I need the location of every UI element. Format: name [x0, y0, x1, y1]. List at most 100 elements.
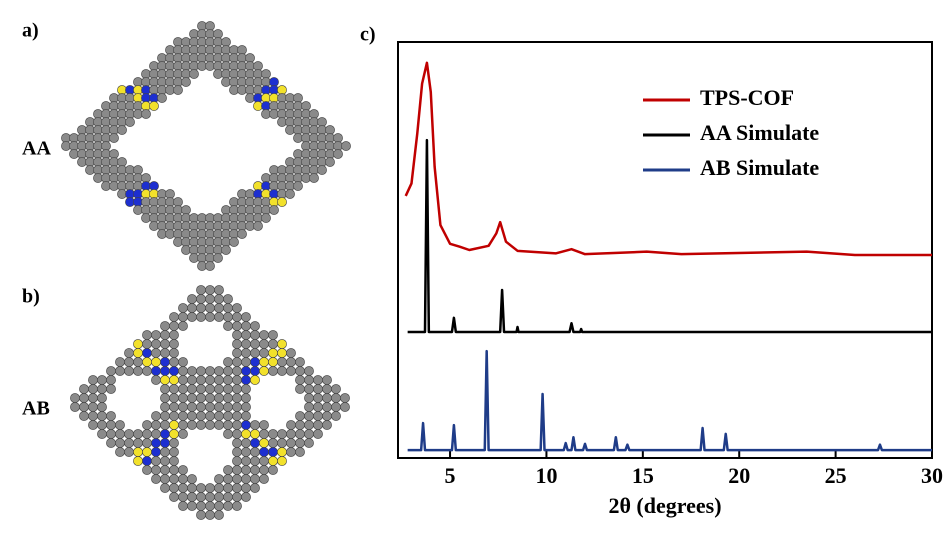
atom	[88, 402, 98, 412]
atom	[178, 429, 188, 439]
atom	[295, 438, 305, 448]
atom	[214, 474, 224, 484]
atom	[151, 438, 161, 448]
atom	[178, 384, 188, 394]
atom	[196, 294, 206, 304]
atom	[149, 101, 159, 111]
atom	[253, 221, 263, 231]
atom	[259, 447, 269, 457]
atom	[232, 402, 242, 412]
atom	[187, 474, 197, 484]
atom	[169, 420, 179, 430]
atom	[295, 384, 305, 394]
atom	[160, 456, 170, 466]
atom	[205, 483, 215, 493]
atom	[97, 420, 107, 430]
atom	[277, 456, 287, 466]
atom	[124, 357, 134, 367]
atom	[187, 501, 197, 511]
atom	[196, 312, 206, 322]
atom	[241, 465, 251, 475]
atom	[169, 456, 179, 466]
atom	[232, 420, 242, 430]
atom	[241, 402, 251, 412]
atom	[241, 420, 251, 430]
atom	[79, 384, 89, 394]
atom	[187, 294, 197, 304]
atom	[268, 348, 278, 358]
atom	[160, 357, 170, 367]
atom	[223, 465, 233, 475]
atom	[223, 321, 233, 331]
atom	[117, 125, 127, 135]
atom	[133, 429, 143, 439]
atom	[160, 321, 170, 331]
atom	[286, 438, 296, 448]
atom	[178, 303, 188, 313]
atom	[241, 348, 251, 358]
atom	[169, 321, 179, 331]
x-tick-label: 5	[445, 463, 456, 488]
atom	[341, 141, 351, 151]
atom	[142, 330, 152, 340]
atom	[189, 69, 199, 79]
atom	[151, 429, 161, 439]
atom	[232, 393, 242, 403]
atom	[169, 384, 179, 394]
atom	[232, 474, 242, 484]
atom	[214, 384, 224, 394]
atom	[169, 339, 179, 349]
atom	[169, 465, 179, 475]
atom	[196, 420, 206, 430]
atom	[313, 384, 323, 394]
atom	[151, 474, 161, 484]
atom	[142, 456, 152, 466]
atom	[241, 474, 251, 484]
atom	[322, 411, 332, 421]
x-tick-label: 25	[825, 463, 847, 488]
x-axis-label: 2θ (degrees)	[608, 493, 721, 518]
atom	[250, 456, 260, 466]
atom	[277, 447, 287, 457]
atom	[250, 366, 260, 376]
atom	[142, 348, 152, 358]
atom	[313, 393, 323, 403]
atom	[151, 348, 161, 358]
atom	[106, 411, 116, 421]
x-tick-label: 30	[921, 463, 943, 488]
atom	[232, 312, 242, 322]
atom	[178, 465, 188, 475]
atom	[286, 429, 296, 439]
molecular-structures	[61, 21, 351, 520]
atom	[205, 420, 215, 430]
atom	[214, 294, 224, 304]
atom	[70, 393, 80, 403]
atom	[88, 393, 98, 403]
atom	[181, 77, 191, 87]
atom	[178, 312, 188, 322]
atom	[196, 285, 206, 295]
atom	[277, 357, 287, 367]
atom	[259, 357, 269, 367]
panel-label: b)	[22, 286, 40, 308]
atom	[169, 474, 179, 484]
atom	[286, 447, 296, 457]
atom	[309, 173, 319, 183]
atom	[205, 411, 215, 421]
atom	[241, 438, 251, 448]
atom	[232, 429, 242, 439]
atom	[115, 447, 125, 457]
atom	[88, 375, 98, 385]
atom	[268, 456, 278, 466]
atom	[304, 429, 314, 439]
atom	[160, 483, 170, 493]
atom	[223, 501, 233, 511]
atom	[250, 321, 260, 331]
atom	[151, 366, 161, 376]
atom	[160, 420, 170, 430]
atom	[286, 357, 296, 367]
atom	[259, 438, 269, 448]
atom	[160, 330, 170, 340]
atom	[214, 411, 224, 421]
atom	[187, 384, 197, 394]
